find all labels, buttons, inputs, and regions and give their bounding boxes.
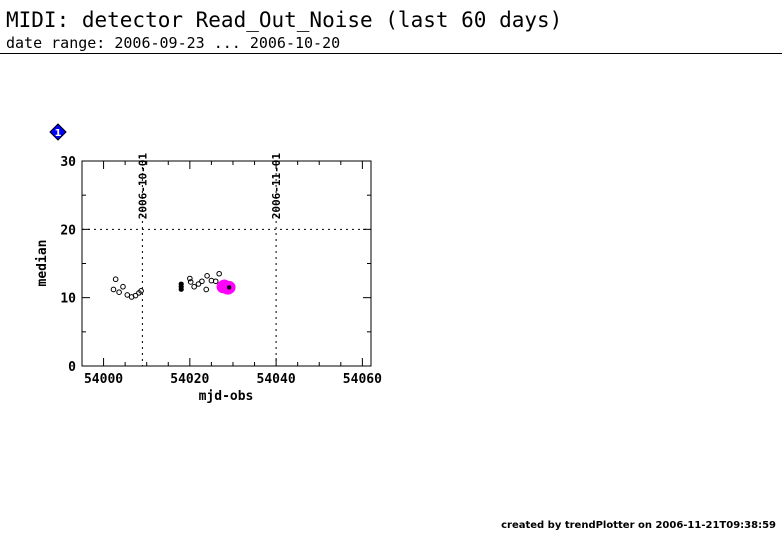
- page-title: MIDI: detector Read_Out_Noise (last 60 d…: [6, 8, 563, 32]
- data-point: [132, 292, 139, 299]
- date-marker-layer: 2006-10-01 2006-11-01: [136, 153, 283, 366]
- header-divider: [0, 53, 782, 54]
- footer-credit: created by trendPlotter on 2006-11-21T09…: [501, 520, 776, 531]
- y-tick-label: 0: [68, 360, 76, 375]
- data-point: [187, 275, 193, 282]
- data-point: [110, 286, 117, 293]
- x-tick-label: 54060: [343, 372, 382, 387]
- data-point: [124, 292, 131, 298]
- info-badge[interactable]: 1: [49, 123, 67, 141]
- data-point: [195, 281, 202, 287]
- plot-frame: [81, 160, 372, 367]
- data-point: [120, 283, 126, 290]
- tick-layer: 0 10 20 30 54000 54020 54040 54060: [60, 155, 382, 387]
- data-point: [187, 279, 194, 285]
- y-axis-title: median: [35, 240, 50, 287]
- date-marker-label: 2006-10-01: [136, 153, 149, 220]
- diamond-badge-icon: [49, 123, 67, 141]
- badge-label: 1: [55, 128, 62, 139]
- y-tick-label: 30: [60, 155, 76, 170]
- date-marker-label: 2006-11-01: [270, 153, 283, 220]
- data-point: [203, 286, 210, 293]
- data-point: [204, 273, 210, 279]
- data-point: [216, 270, 222, 277]
- x-tick-label: 54040: [257, 372, 296, 387]
- highlight-point-center: [226, 285, 232, 290]
- data-point: [212, 278, 219, 285]
- data-point: [199, 278, 205, 285]
- data-point-layer: [110, 270, 236, 300]
- x-tick-label: 54000: [84, 372, 123, 387]
- y-tick-label: 20: [60, 223, 76, 238]
- y-tick-label: 10: [60, 292, 76, 307]
- filled-point: [178, 281, 184, 287]
- data-point: [191, 283, 197, 290]
- data-point: [112, 276, 119, 283]
- data-point: [116, 289, 122, 296]
- x-axis-title: mjd-obs: [199, 389, 254, 404]
- date-range-subtitle: date range: 2006-09-23 ... 2006-10-20: [6, 34, 341, 52]
- x-tick-label: 54020: [170, 372, 209, 387]
- data-point: [138, 288, 144, 294]
